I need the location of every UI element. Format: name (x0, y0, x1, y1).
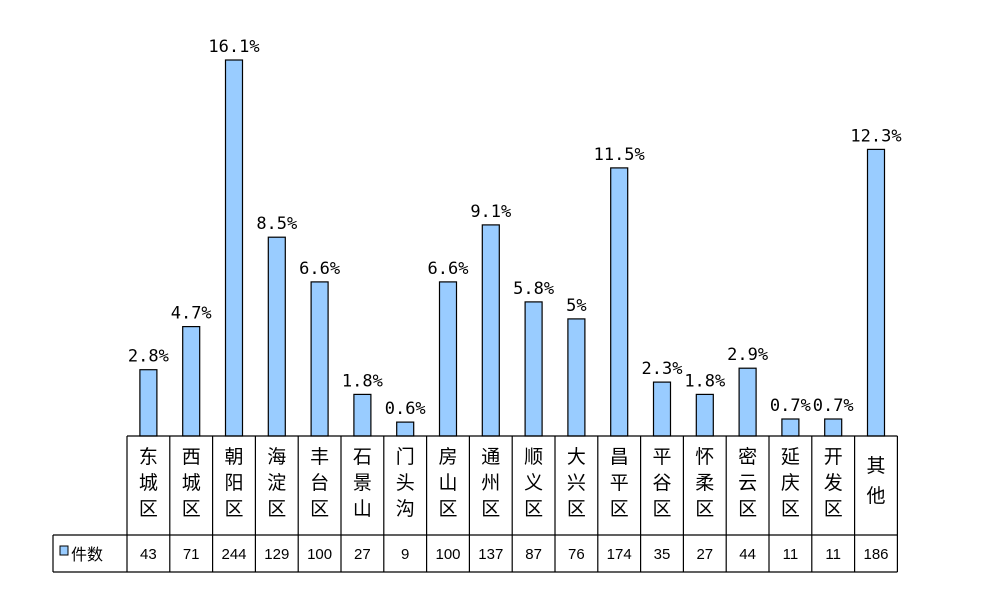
data-label-1: 4.7% (171, 304, 212, 324)
category-label-0: 东城区 (139, 446, 158, 520)
data-label-15: 0.7% (770, 396, 811, 416)
count-cell-0: 43 (140, 546, 157, 563)
count-cell-4: 100 (307, 546, 332, 563)
category-label-4: 丰台区 (310, 446, 329, 520)
bar-9 (524, 301, 543, 437)
bars-group (139, 59, 886, 437)
category-label-13: 怀柔区 (695, 446, 714, 520)
category-label-3: 海淀区 (267, 446, 286, 520)
legend-swatch (59, 545, 69, 556)
bar-14 (738, 367, 757, 437)
count-cell-13: 27 (696, 546, 713, 563)
count-cell-2: 244 (221, 546, 246, 563)
bar-11 (610, 167, 629, 437)
bar-3 (267, 236, 286, 437)
count-cell-12: 35 (654, 546, 671, 563)
category-label-12: 平谷区 (652, 446, 671, 520)
count-cell-7: 100 (435, 546, 460, 563)
count-cell-14: 44 (739, 546, 756, 563)
bar-7 (438, 281, 458, 437)
count-cell-11: 174 (607, 546, 632, 563)
data-table: 东城区 西城区 朝阳区 海淀区 丰台区 石景山 门头沟 房山区 通州区 顺义区 大兴区 昌平区 平谷区 怀… (52, 435, 899, 573)
count-cell-17: 186 (863, 546, 888, 563)
count-cell-16: 11 (825, 546, 841, 563)
data-label-6: 0.6% (385, 399, 426, 419)
category-label-15: 延庆区 (781, 446, 800, 520)
category-label-2: 朝阳区 (224, 446, 243, 520)
bar-2 (224, 59, 244, 437)
count-cell-10: 76 (568, 546, 585, 563)
bar-16 (824, 418, 843, 437)
bar-8 (481, 224, 500, 437)
data-label-3: 8.5% (256, 214, 297, 234)
data-labels-group: 2.8%4.7%16.1%8.5%6.6%1.8%0.6%6.6%9.1%5.8… (128, 37, 902, 419)
count-cell-1: 71 (183, 546, 200, 563)
category-label-7: 房山区 (438, 446, 457, 520)
data-label-14: 2.9% (727, 345, 768, 365)
count-cell-9: 87 (525, 546, 542, 563)
category-label-6: 门头沟 (396, 446, 415, 520)
category-label-16: 开发区 (824, 446, 843, 520)
bar-17 (866, 148, 886, 437)
data-label-17: 12.3% (850, 126, 901, 146)
category-label-17: 其他 (866, 455, 885, 507)
bar-0 (139, 369, 158, 437)
category-label-1: 西城区 (182, 446, 201, 520)
data-label-4: 6.6% (299, 259, 340, 279)
category-label-10: 大兴区 (567, 446, 586, 520)
bar-6 (396, 421, 415, 437)
category-label-5: 石景山 (353, 446, 372, 520)
bar-5 (353, 393, 372, 437)
category-label-11: 昌平区 (610, 446, 629, 520)
count-cell-15: 11 (783, 546, 799, 563)
data-label-10: 5% (566, 296, 586, 316)
bar-13 (695, 393, 714, 437)
category-label-14: 密云区 (738, 446, 757, 520)
data-label-11: 11.5% (594, 145, 645, 165)
data-label-8: 9.1% (470, 202, 511, 222)
bar-15 (781, 418, 800, 437)
data-label-9: 5.8% (513, 279, 554, 299)
bar-1 (182, 326, 201, 437)
data-label-16: 0.7% (813, 396, 854, 416)
data-label-2: 16.1% (208, 37, 259, 57)
category-label-9: 顺义区 (524, 446, 543, 520)
data-label-7: 6.6% (428, 259, 469, 279)
bar-4 (310, 281, 329, 437)
bar-12 (652, 381, 672, 437)
data-label-13: 1.8% (684, 371, 725, 391)
legend-label: 件数 (71, 545, 103, 564)
category-label-8: 通州区 (481, 446, 500, 520)
data-label-12: 2.3% (642, 359, 683, 379)
count-cell-5: 27 (354, 546, 371, 563)
count-cell-6: 9 (401, 546, 409, 563)
count-cell-8: 137 (478, 546, 503, 563)
bar-10 (567, 318, 586, 437)
data-label-0: 2.8% (128, 347, 169, 367)
count-cell-3: 129 (264, 546, 289, 563)
data-label-5: 1.8% (342, 371, 383, 391)
